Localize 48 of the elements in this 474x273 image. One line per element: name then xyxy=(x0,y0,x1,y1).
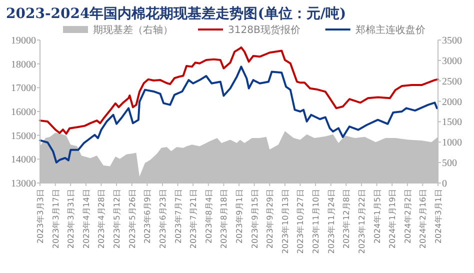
y2-tick-label: 1500 xyxy=(442,117,462,128)
y-tick-label: 19000 xyxy=(11,36,36,46)
legend-label: 期现基差（右轴） xyxy=(93,24,173,36)
y2-tick-label: 0 xyxy=(442,178,447,190)
x-tick-label: 2023年7月21日 xyxy=(189,189,198,249)
x-tick-label: 2023年9月29日 xyxy=(266,189,275,249)
x-tick-label: 2023年3月3日 xyxy=(36,189,45,244)
y-tick-label: 14000 xyxy=(11,154,36,166)
y2-tick-label: 1000 xyxy=(442,138,462,149)
y2-tick-label: 500 xyxy=(442,158,457,170)
x-tick-label: 2024年1月5日 xyxy=(372,189,382,244)
x-tick-label: 2023年4月28日 xyxy=(97,189,106,249)
line-series xyxy=(39,66,438,164)
x-tick-label: 2023年5月12日 xyxy=(112,189,122,249)
y2-tick-label: 3500 xyxy=(442,36,462,46)
x-tick-label: 2023年9月1日 xyxy=(235,189,244,244)
x-tick-label: 2023年6月9日 xyxy=(143,189,152,244)
y2-tick-label: 2500 xyxy=(442,76,462,88)
x-tick-label: 2023年4月14日 xyxy=(82,189,91,249)
x-tick-label: 2024年2月16日 xyxy=(418,189,428,249)
y-tick-label: 15000 xyxy=(11,130,36,142)
line-series xyxy=(39,46,439,135)
y-tick-label: 13000 xyxy=(11,178,36,190)
x-tick-label: 2023年6月23日 xyxy=(158,189,168,249)
x-tick-label: 2023年10月27日 xyxy=(296,189,306,254)
x-tick-label: 2023年9月15日 xyxy=(250,189,260,249)
legend-label: 3128B现货报价 xyxy=(228,24,300,36)
y2-tick-label: 2000 xyxy=(442,96,462,108)
x-tick-label: 2023年3月17日 xyxy=(51,189,60,249)
x-tick-label: 2024年1月19日 xyxy=(388,189,398,249)
y-tick-label: 17000 xyxy=(11,83,36,94)
x-tick-label: 2023年3月31日 xyxy=(66,189,76,249)
x-tick-label: 2024年2月2日 xyxy=(403,189,412,244)
legend-label: 郑棉主连收盘价 xyxy=(355,24,426,36)
y-tick-label: 18000 xyxy=(11,59,36,70)
y-tick-label: 16000 xyxy=(11,107,36,118)
y2-tick-label: 3000 xyxy=(442,56,462,67)
chart-title: 2023-2024年国内棉花期现基差走势图(单位：元/吨) xyxy=(6,6,346,22)
x-tick-label: 2023年11月10日 xyxy=(312,189,321,254)
x-tick-label: 2023年8月4日 xyxy=(204,189,214,244)
x-tick-label: 2023年12月22日 xyxy=(357,189,366,254)
x-tick-label: 2023年10月13日 xyxy=(280,189,290,254)
x-tick-label: 2023年8月18日 xyxy=(220,189,229,249)
x-tick-label: 2023年11月24日 xyxy=(326,189,336,254)
x-tick-label: 2024年3月1日 xyxy=(434,189,443,244)
x-tick-label: 2023年5月26日 xyxy=(128,189,137,249)
x-tick-label: 2023年7月7日 xyxy=(174,189,183,244)
x-tick-label: 2023年12月8日 xyxy=(342,189,352,249)
